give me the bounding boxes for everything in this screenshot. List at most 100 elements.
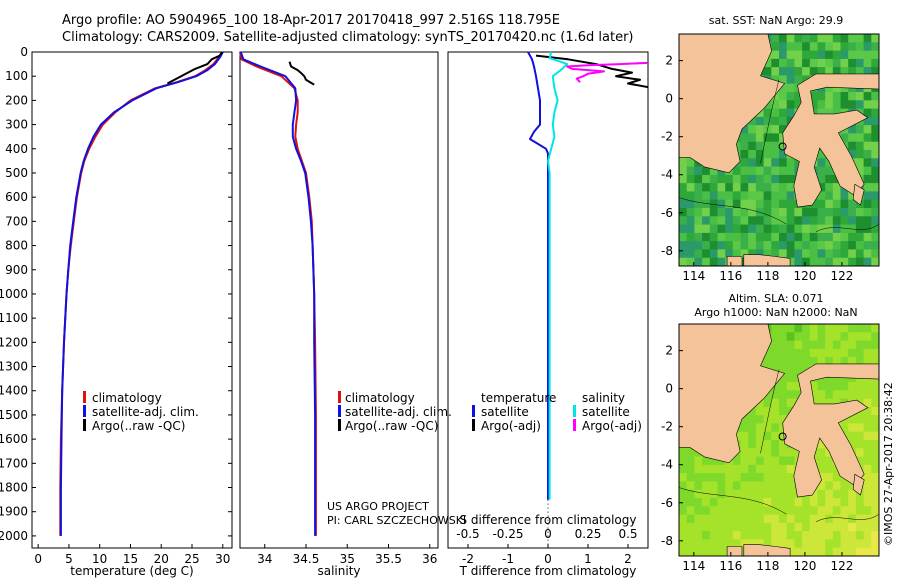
map-cell [855, 514, 865, 524]
map-cell [855, 34, 865, 43]
map-cell [771, 34, 780, 43]
map-cell [832, 539, 842, 549]
map-cell [825, 191, 834, 201]
map-cell [871, 141, 879, 151]
x-tick-label: -2 [462, 552, 474, 566]
map-cell [763, 531, 772, 540]
map-cell [855, 257, 865, 266]
map-cell [825, 249, 834, 259]
map-cell [779, 348, 788, 358]
map-cell [817, 67, 826, 76]
map-cell [748, 133, 757, 143]
map-cell [679, 448, 688, 458]
map-cell [871, 58, 879, 68]
sla-map-title-line2: Argo h1000: NaN h2000: NaN [694, 306, 857, 319]
map-cell [748, 539, 757, 549]
map-cell [871, 125, 879, 134]
map-cell [786, 216, 795, 226]
map-cell [863, 348, 872, 358]
map-cell [809, 249, 819, 259]
map-cell [771, 232, 780, 242]
map-cell [840, 232, 849, 242]
map-cell [840, 348, 849, 358]
map-cell [763, 150, 772, 159]
map-cell [817, 498, 826, 507]
map-cell [825, 100, 834, 110]
map-cell [794, 241, 803, 250]
map-cell [863, 498, 872, 507]
map-cell [771, 398, 780, 408]
map-cell [832, 390, 842, 400]
map-cell [732, 539, 742, 549]
map-cell [855, 440, 865, 449]
s-diff-xlabel: S difference from climatology [460, 513, 637, 527]
map-cell [786, 464, 795, 474]
map-cell [763, 158, 772, 168]
map-cell [755, 440, 765, 449]
map-contour [815, 223, 879, 232]
map-cell [786, 539, 795, 549]
map-cell [717, 232, 726, 242]
map-cell [717, 464, 726, 474]
map-cell [825, 373, 834, 383]
map-cell [748, 498, 757, 507]
map-cell [794, 216, 803, 226]
map-cell [740, 464, 749, 474]
map-cell [771, 125, 780, 134]
map-cell [855, 522, 865, 532]
map-cell [694, 216, 703, 226]
map-cell [786, 357, 795, 366]
map-x-tick-label: 114 [682, 559, 705, 573]
map-cell [732, 464, 742, 474]
map-cell [702, 547, 711, 556]
map-cell [732, 531, 742, 540]
map-cell [840, 514, 849, 524]
map-cell [786, 199, 795, 209]
y-tick-label: 1600 [0, 432, 28, 446]
map-cell [725, 224, 734, 234]
map-cell [848, 58, 857, 68]
map-cell [832, 92, 842, 101]
map-cell [763, 183, 772, 192]
map-cell [863, 332, 872, 342]
map-cell [725, 241, 734, 250]
map-cell [717, 498, 726, 507]
map-cell [817, 324, 826, 333]
map-cell [694, 208, 703, 217]
map-cell [817, 183, 826, 192]
map-cell [679, 547, 688, 556]
map-cell [863, 506, 872, 516]
map-cell [786, 34, 795, 43]
map-cell [779, 241, 788, 250]
map-cell [855, 348, 865, 358]
map-cell [809, 522, 819, 532]
x-tick-label: 35 [340, 552, 355, 566]
map-cell [694, 456, 703, 466]
map-cell [717, 522, 726, 532]
map-cell [694, 473, 703, 482]
map-cell [863, 481, 872, 491]
map-cell [786, 348, 795, 358]
map-cell [855, 125, 865, 134]
map-cell [809, 547, 819, 556]
map-cell [832, 224, 842, 234]
map-cell [748, 199, 757, 209]
temperature-xlabel: temperature (deg C) [70, 564, 193, 578]
map-cell [802, 67, 811, 76]
map-cell [755, 191, 765, 201]
map-cell [763, 440, 772, 449]
map-cell [763, 464, 772, 474]
map-cell [794, 34, 803, 43]
map-cell [763, 456, 772, 466]
argo-location-marker [778, 142, 787, 151]
map-cell [840, 522, 849, 532]
legend-swatch-argo [83, 419, 86, 431]
map-cell [786, 158, 795, 168]
map-contour [679, 197, 787, 225]
map-cell [825, 481, 834, 491]
map-cell [825, 199, 834, 209]
map-cell [709, 456, 719, 466]
map-cell [794, 158, 803, 168]
map-contour [760, 79, 780, 164]
